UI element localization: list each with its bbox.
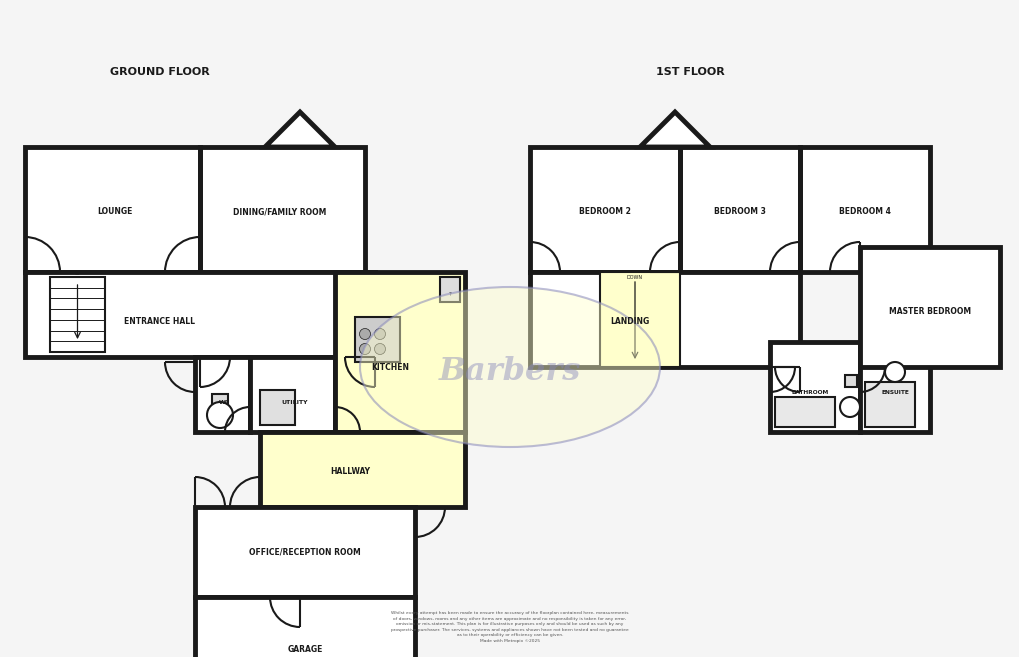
Bar <box>844 375 856 387</box>
Circle shape <box>207 402 232 428</box>
Text: BATHROOM: BATHROOM <box>791 390 827 394</box>
Polygon shape <box>639 112 709 147</box>
Text: ?: ? <box>448 292 451 298</box>
Polygon shape <box>265 112 334 147</box>
Text: Whilst every attempt has been made to ensure the accuracy of the floorplan conta: Whilst every attempt has been made to en… <box>390 611 629 643</box>
Text: WC: WC <box>219 399 230 405</box>
Text: DINING/FAMILY ROOM: DINING/FAMILY ROOM <box>233 208 326 217</box>
Text: ENTRANCE HALL: ENTRANCE HALL <box>124 317 196 327</box>
Text: HALLWAY: HALLWAY <box>330 468 370 476</box>
Bar <box>334 272 465 432</box>
Circle shape <box>374 344 385 355</box>
Circle shape <box>359 328 370 340</box>
Bar <box>680 147 799 272</box>
Bar <box>355 317 399 362</box>
Bar <box>530 272 799 367</box>
Bar <box>195 507 415 597</box>
Text: ENSUITE: ENSUITE <box>880 390 908 394</box>
Bar <box>200 147 365 272</box>
Ellipse shape <box>360 287 659 447</box>
Text: OFFICE/RECEPTION ROOM: OFFICE/RECEPTION ROOM <box>249 547 361 556</box>
Text: LANDING: LANDING <box>609 317 649 327</box>
Bar <box>212 394 228 404</box>
Bar <box>859 342 929 432</box>
Text: GARAGE: GARAGE <box>287 645 322 654</box>
Bar <box>260 390 294 425</box>
Bar <box>774 397 835 427</box>
Text: BEDROOM 4: BEDROOM 4 <box>839 208 890 217</box>
Bar <box>864 382 914 427</box>
Circle shape <box>374 328 385 340</box>
Bar <box>195 597 415 657</box>
Bar <box>859 247 999 367</box>
Text: BEDROOM 2: BEDROOM 2 <box>579 208 631 217</box>
Bar <box>50 277 105 352</box>
Bar <box>599 272 680 367</box>
Text: UP: UP <box>74 271 81 276</box>
Text: UTILITY: UTILITY <box>281 399 308 405</box>
Bar <box>250 357 334 432</box>
Bar <box>25 147 200 272</box>
Text: 1ST FLOOR: 1ST FLOOR <box>655 67 723 77</box>
Circle shape <box>359 344 370 355</box>
Text: GROUND FLOOR: GROUND FLOOR <box>110 67 210 77</box>
Bar <box>799 147 929 272</box>
Bar <box>769 342 859 432</box>
Bar <box>439 277 460 302</box>
Text: KITCHEN: KITCHEN <box>371 363 409 371</box>
Text: LOUNGE: LOUNGE <box>97 208 132 217</box>
Text: BEDROOM 3: BEDROOM 3 <box>713 208 765 217</box>
Bar <box>260 432 465 507</box>
Bar <box>25 272 375 357</box>
Bar <box>530 147 680 272</box>
Bar <box>195 357 250 432</box>
Circle shape <box>884 362 904 382</box>
Text: Barbers: Barbers <box>438 357 581 388</box>
Text: MASTER BEDROOM: MASTER BEDROOM <box>889 307 970 317</box>
Circle shape <box>840 397 859 417</box>
Text: DOWN: DOWN <box>627 275 642 280</box>
